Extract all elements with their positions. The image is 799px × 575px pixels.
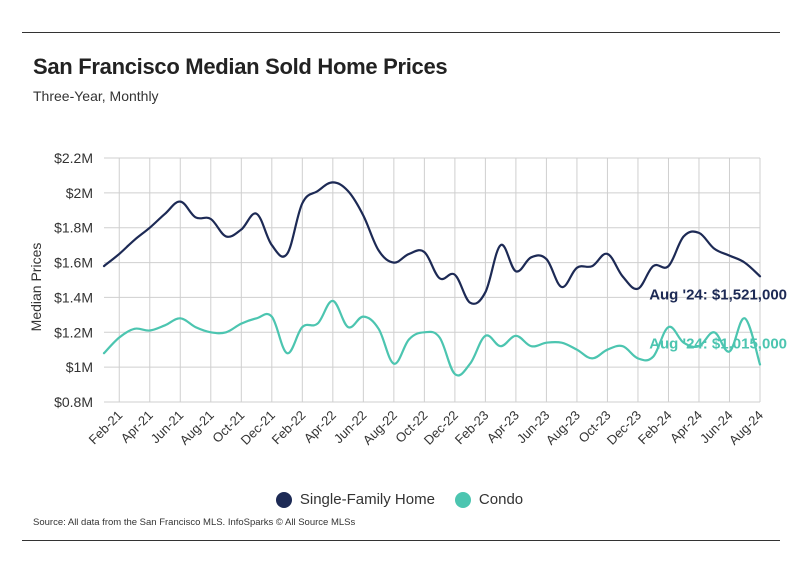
x-tick-label: Apr-21 [118,408,156,446]
single-family-line [102,181,762,305]
x-tick-label: Feb-23 [452,408,492,448]
x-tick-label: Apr-22 [301,408,339,446]
x-tick-label: Feb-21 [86,408,126,448]
source-note: Source: All data from the San Francisco … [33,517,356,528]
end-labels: Aug '24: $1,521,000 Aug '24: $1,015,000 [649,286,787,352]
grid [104,157,761,403]
x-tick-label: Apr-24 [667,408,705,446]
y-axis-label: Median Prices [28,243,44,332]
y-axis-ticks: $0.8M $1M $1.2M $1.4M $1.6M $1.8M $2M $2.2M [54,150,93,410]
legend-label-condo: Condo [478,491,524,508]
series [102,181,762,377]
y-tick-label: $1M [66,359,93,375]
condo-line [102,299,762,377]
y-tick-label: $2M [66,185,93,201]
single-family-end-label: Aug '24: $1,521,000 [649,286,787,303]
legend-dot-single-family [275,491,292,508]
x-tick-label: Aug-24 [726,408,766,448]
condo-end-label: Aug '24: $1,015,000 [649,336,787,353]
legend-label-single-family: Single-Family Home [299,491,435,508]
y-tick-label: $1.2M [54,324,93,340]
x-tick-label: Aug-21 [177,408,217,448]
y-tick-label: $1.8M [54,220,93,236]
x-tick-label: Aug-22 [360,408,400,448]
top-rule [22,32,780,33]
chart-title: San Francisco Median Sold Home Prices [33,54,448,79]
y-tick-label: $1.6M [54,255,93,271]
y-tick-label: $1.4M [54,289,93,305]
y-tick-label: $0.8M [54,394,93,410]
chart-subtitle: Three-Year, Monthly [33,88,159,104]
legend-dot-condo [454,491,471,508]
x-tick-label: Dec-23 [604,408,644,448]
legend-item-condo[interactable]: Condo [454,491,524,508]
legend-item-single-family[interactable]: Single-Family Home [275,491,435,508]
x-tick-label: Feb-24 [635,408,675,448]
x-tick-label: Dec-21 [238,408,278,448]
y-tick-label: $2.2M [54,150,93,166]
x-tick-label: Aug-23 [543,408,583,448]
x-axis-ticks: Feb-21Apr-21Jun-21Aug-21Oct-21Dec-21Feb-… [86,408,766,448]
x-tick-label: Feb-22 [269,408,309,448]
x-tick-label: Apr-23 [484,408,522,446]
x-tick-label: Dec-22 [421,408,461,448]
legend: Single-Family Home Condo [0,491,799,508]
bottom-rule [22,540,780,541]
